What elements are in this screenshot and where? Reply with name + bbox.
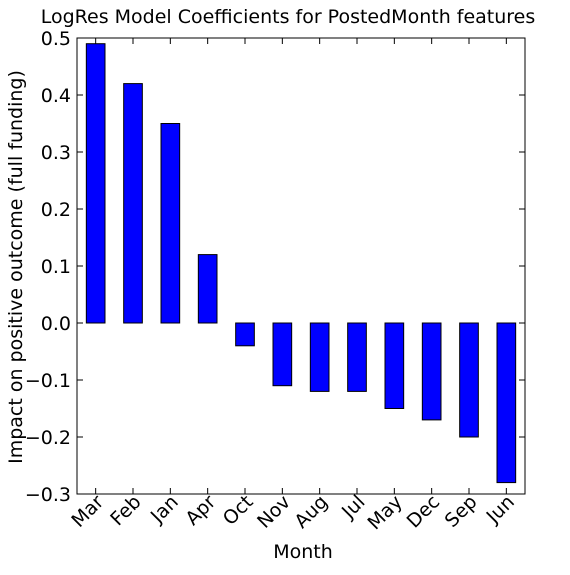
bar-apr [197,254,218,324]
x-tick-label-mar: Mar [67,491,108,532]
bar-mar [85,43,106,324]
y-axis-label: Impact on positive outcome (full funding… [5,70,27,464]
y-tick-label: −0.1 [25,370,71,392]
x-tick-label-feb: Feb [106,491,145,530]
x-tick-label-sep: Sep [441,491,482,532]
bar-aug [309,322,330,392]
y-tick-label: 0.5 [41,28,71,50]
plot-frame [76,37,526,495]
bar-may [384,322,405,409]
bar-jan [160,123,181,324]
bar-sep [459,322,479,438]
x-tick-label-oct: Oct [219,491,258,530]
bar-feb [123,83,143,324]
y-tick-label: 0.1 [41,256,71,278]
y-tick-label: −0.3 [25,484,71,506]
x-tick-label-dec: Dec [403,491,445,533]
x-tick-label-apr: Apr [181,491,220,530]
x-tick-label-jan: Jan [146,491,183,528]
x-tick-label-nov: Nov [253,491,295,533]
y-tick-label: 0.0 [41,313,71,335]
chart-title: LogRes Model Coefficients for PostedMont… [41,6,536,28]
bar-dec [421,322,442,421]
bar-jul [347,322,367,392]
x-tick-label-may: May [364,491,407,534]
x-tick-label-aug: Aug [290,491,332,533]
y-tick-label: 0.2 [41,199,71,221]
bar-nov [272,322,293,387]
bar-oct [235,322,255,347]
x-axis-label: Month [273,541,333,563]
y-tick-label: −0.2 [25,427,71,449]
y-tick-label: 0.3 [41,142,71,164]
y-tick-label: 0.4 [41,85,71,107]
bar-jun [496,322,517,484]
x-tick-label-jun: Jun [482,491,519,528]
